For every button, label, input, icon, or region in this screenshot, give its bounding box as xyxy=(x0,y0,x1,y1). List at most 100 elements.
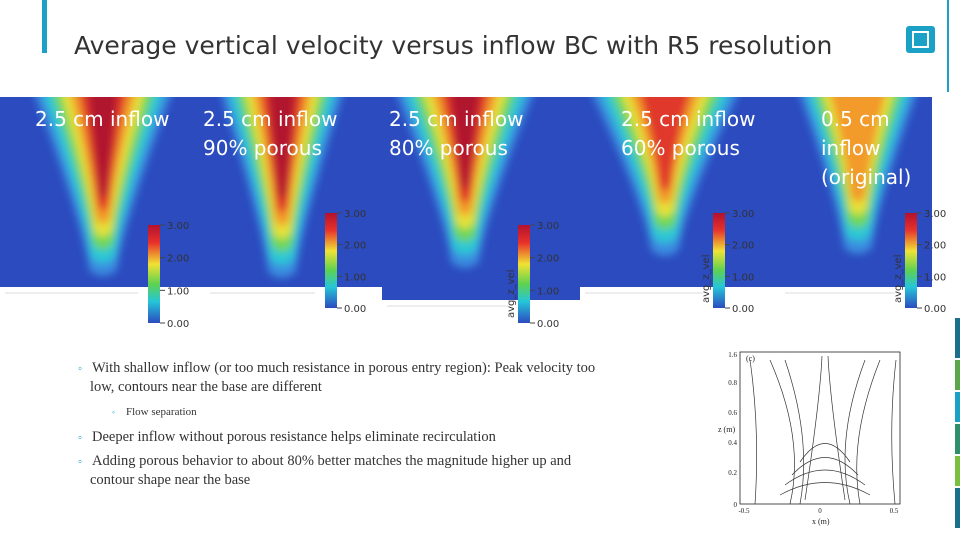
velocity-panel: 3.00 2.00 1.00 0.00 2.5 cm inflow xyxy=(0,97,205,330)
bullet-marker: ◦ xyxy=(78,455,82,468)
bullet-marker: ◦ xyxy=(78,362,82,375)
bullet-text: low, contours near the base are differen… xyxy=(90,379,322,395)
contour xyxy=(791,457,859,476)
title: Average vertical velocity versus inflow … xyxy=(74,31,832,60)
stripe xyxy=(955,488,960,528)
velocity-panel: 3.00 2.00 1.00 0.00 avg_z_vel 2.5 cm inflow 80… xyxy=(382,97,580,330)
plume-layer xyxy=(640,97,690,191)
colorbar-tick-label: 1.00 xyxy=(344,272,366,283)
velocity-panel: 3.00 2.00 1.00 0.00 2.5 cm inflow 90% porous xyxy=(203,97,382,315)
figure-y-tick: 0.6 xyxy=(728,409,737,417)
panel-label: 2.5 cm inflow xyxy=(203,107,337,131)
colorbar-tick-label: 3.00 xyxy=(924,209,946,220)
figure-y-tick: 0.4 xyxy=(728,439,737,447)
colorbar-tick-label: 0.00 xyxy=(537,319,559,330)
contour xyxy=(844,359,866,505)
logo xyxy=(906,26,935,53)
stripe xyxy=(955,392,960,422)
colorbar-tick-label: 1.00 xyxy=(924,272,946,283)
colorbar-title: avg_z_vel xyxy=(701,255,712,304)
colorbar-tick-label: 1.00 xyxy=(732,272,754,283)
plume-layer xyxy=(831,97,885,202)
contour xyxy=(799,443,851,463)
panel-label: 80% porous xyxy=(389,136,508,160)
stripe xyxy=(955,424,960,454)
panel-label: (original) xyxy=(821,165,911,189)
colorbar-tick-label: 2.00 xyxy=(924,241,946,252)
colorbar xyxy=(905,213,917,308)
colorbar-tick-label: 2.00 xyxy=(167,254,189,265)
colorbar-tick-label: 0.00 xyxy=(167,319,189,330)
bullet-text: Adding porous behavior to about 80% bett… xyxy=(92,453,572,469)
panels: 3.00 2.00 1.00 0.00 2.5 cm inflow 3.00 2.00 1.0… xyxy=(0,97,946,330)
stripe xyxy=(955,318,960,358)
figure-y-tick: 0.8 xyxy=(728,379,737,387)
panel-label: 90% porous xyxy=(203,136,322,160)
figure-x-tick: -0.5 xyxy=(738,507,750,515)
figure-y-tick: 0 xyxy=(734,501,738,509)
plume xyxy=(397,97,533,268)
colorbar-tick-label: 3.00 xyxy=(344,209,366,220)
colorbar-tick-label: 2.00 xyxy=(732,241,754,252)
plume xyxy=(800,97,916,254)
figure-x-label: x (m) xyxy=(812,517,830,526)
plume-layer xyxy=(268,97,296,200)
colorbar xyxy=(148,225,160,323)
colorbar-tick-label: 3.00 xyxy=(537,221,559,232)
panel-label: 0.5 cm xyxy=(821,107,890,131)
contour xyxy=(827,355,846,501)
panel-label: 2.5 cm inflow xyxy=(621,107,755,131)
plume xyxy=(593,97,737,256)
bullet-text: With shallow inflow (or too much resista… xyxy=(92,360,595,376)
colorbar-tick-label: 3.00 xyxy=(732,209,754,220)
contour-figure: (c)z (m)x (m)1.60.80.60.40.20-0.5 0 0.5 xyxy=(718,345,908,528)
colorbar xyxy=(325,213,337,308)
colorbar xyxy=(713,213,725,308)
contours xyxy=(749,355,897,505)
contour xyxy=(784,359,805,505)
colorbar-tick-label: 0.00 xyxy=(924,304,946,315)
colorbar-tick-label: 0.00 xyxy=(732,304,754,315)
figure-x-tick: 0.5 xyxy=(890,507,899,515)
panel-label: inflow xyxy=(821,136,880,160)
colorbar-tick-label: 0.00 xyxy=(344,304,366,315)
velocity-panel: 3.00 2.00 1.00 0.00 avg_z_vel 2.5 cm inflow 60… xyxy=(580,97,780,315)
figure-y-tick: 0.2 xyxy=(728,469,737,477)
figure-panel-label: (c) xyxy=(746,354,755,363)
figure-y-label: z (m) xyxy=(718,425,735,434)
figure-axes xyxy=(739,351,901,505)
colorbar-tick-label: 2.00 xyxy=(537,254,559,265)
velocity-panel: 3.00 2.00 1.00 0.00 avg_z_vel 0.5 cm inflow (o… xyxy=(780,97,946,315)
bullet-marker: ◦ xyxy=(112,407,115,417)
logo-mark xyxy=(912,31,929,48)
stripe xyxy=(955,456,960,486)
contour xyxy=(779,482,871,496)
figure-y-tick: 1.6 xyxy=(728,351,737,359)
figure-x-tick: 0 xyxy=(818,507,822,515)
colorbar-tick-label: 2.00 xyxy=(344,241,366,252)
colorbar-tick-label: 1.00 xyxy=(167,286,189,297)
accent-bar xyxy=(42,0,47,53)
colorbar-title: avg_z_vel xyxy=(506,270,517,319)
plume-layer xyxy=(88,97,118,198)
bullet-marker: ◦ xyxy=(78,431,82,444)
colorbar xyxy=(518,225,530,323)
bullets: ◦ With shallow inflow (or too much resist… xyxy=(78,360,595,488)
panel-label: 60% porous xyxy=(621,136,740,160)
stripe xyxy=(955,360,960,390)
contour xyxy=(891,359,897,505)
contour xyxy=(784,469,866,486)
contour xyxy=(749,359,758,505)
panel-label: 2.5 cm inflow xyxy=(35,107,169,131)
bullet-text: Deeper inflow without porous resistance … xyxy=(92,429,497,445)
bullet-text: contour shape near the base xyxy=(90,472,250,488)
edge-stripes xyxy=(955,318,960,528)
colorbar-tick-label: 1.00 xyxy=(537,286,559,297)
panel-label: 2.5 cm inflow xyxy=(389,107,523,131)
contour xyxy=(804,355,823,501)
plume xyxy=(222,97,342,278)
colorbar-title: avg_z_vel xyxy=(893,255,904,304)
plume-layer xyxy=(450,97,480,190)
bullet-text: Flow separation xyxy=(126,406,197,418)
